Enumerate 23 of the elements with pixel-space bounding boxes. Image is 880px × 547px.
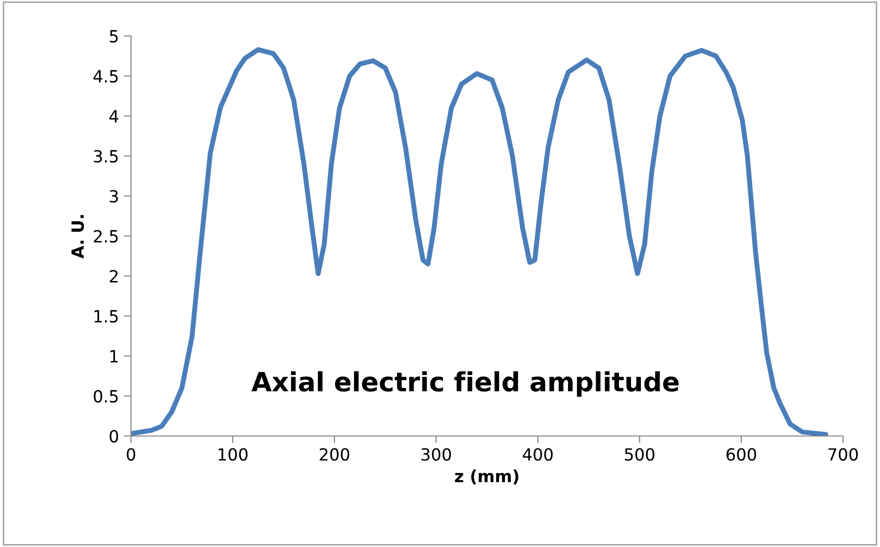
y-tick-label: 0.5: [94, 390, 118, 403]
x-tick-label: 600: [726, 448, 756, 461]
y-tick-label: 5: [110, 30, 118, 43]
y-tick-label: 3.5: [94, 150, 118, 163]
x-tick-label: 300: [422, 448, 451, 461]
line-series: [131, 47, 828, 436]
x-tick-label: 500: [624, 448, 654, 461]
y-tick-label: 1: [110, 350, 118, 362]
annotation: Axial electric field amplitude: [251, 371, 679, 397]
x-tick-label: 0: [126, 448, 136, 461]
x-tick-label: 700: [828, 448, 858, 461]
x-tick-label: 100: [218, 448, 248, 461]
x-tick-label: 200: [320, 448, 350, 461]
y-tick-label: 1.5: [94, 310, 118, 323]
y-tick-label: 2.5: [94, 230, 118, 243]
y-axis-title: A. U.: [72, 215, 84, 259]
y-tick-label: 3: [110, 190, 118, 203]
y-tick-label: 0: [110, 430, 118, 443]
x-axis-title: z (mm): [455, 470, 518, 484]
y-tick-label: 4: [109, 110, 118, 122]
y-tick-label: 4.5: [94, 70, 118, 83]
x-tick-label: 400: [522, 448, 553, 461]
y-tick-label: 2: [110, 270, 118, 282]
